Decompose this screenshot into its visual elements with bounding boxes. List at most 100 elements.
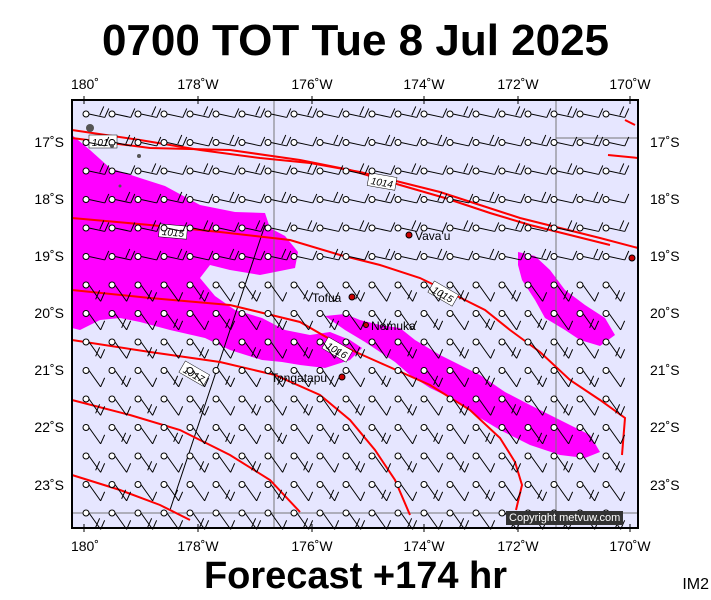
- wind-barb: [316, 134, 344, 147]
- wind-barb: [472, 481, 496, 502]
- wind-barb: [290, 452, 314, 473]
- lat-tick-left-18s: 18˚S: [34, 191, 64, 207]
- wind-barb: [212, 281, 236, 302]
- wind-barb: [82, 106, 110, 118]
- wind-barb: [186, 250, 214, 261]
- wind-barb: [420, 452, 444, 473]
- wind-barb: [238, 395, 262, 416]
- wind-barb: [602, 452, 626, 473]
- wind-barb: [420, 222, 448, 232]
- wind-barb: [342, 424, 366, 445]
- wind-barb: [420, 310, 444, 331]
- wind-barb: [472, 222, 500, 232]
- wind-barb: [212, 367, 236, 388]
- lat-tick-right-22s: 22˚S: [650, 419, 680, 435]
- copyright-notice: Copyright metvuw.com: [506, 511, 624, 525]
- wind-barb: [264, 310, 288, 331]
- wind-barb: [368, 424, 392, 445]
- wind-barb: [238, 250, 266, 261]
- wind-barb: [108, 248, 136, 261]
- wind-barb: [472, 452, 496, 473]
- lat-tick-left-20s: 20˚S: [34, 305, 64, 321]
- wind-barb: [108, 191, 136, 204]
- wind-barb: [108, 310, 132, 331]
- wind-barb: [394, 220, 422, 232]
- wind-barb: [602, 193, 630, 204]
- wind-barb: [160, 248, 188, 261]
- wind-barb: [186, 136, 214, 147]
- wind-barb: [576, 248, 604, 261]
- wind-barb: [368, 481, 392, 502]
- wind-barb: [420, 134, 448, 147]
- map-title: 0700 TOT Tue 8 Jul 2025: [101, 16, 610, 65]
- lon-tick-bottom-172w: 172˚W: [497, 538, 539, 554]
- wind-barb: [368, 509, 392, 530]
- wind-barb: [420, 367, 444, 388]
- wind-barb: [108, 281, 132, 302]
- wind-barb: [368, 452, 392, 473]
- wind-barb: [524, 108, 552, 118]
- wind-barb: [524, 310, 548, 331]
- wind-barb: [238, 163, 266, 175]
- wind-barb: [576, 134, 604, 147]
- wind-barb: [134, 395, 158, 416]
- wind-barb: [134, 250, 162, 261]
- wind-barb: [186, 452, 210, 473]
- wind-barb: [108, 424, 132, 445]
- wind-barb: [160, 481, 184, 502]
- wind-barb: [576, 108, 604, 118]
- fiji-island-4: [118, 184, 122, 188]
- wind-barb: [472, 281, 496, 302]
- wind-barb: [368, 165, 396, 175]
- lat-tick-right-19s: 19˚S: [650, 248, 680, 264]
- wind-barb: [446, 136, 474, 147]
- wind-barb: [368, 367, 392, 388]
- map-frame: [71, 99, 639, 529]
- wind-barb: [212, 165, 240, 175]
- wind-barb: [290, 136, 318, 147]
- wind-barb: [498, 163, 526, 175]
- wind-barb: [368, 248, 396, 261]
- wind-barb: [446, 163, 474, 175]
- lon-tick-bottom-180: 180˚: [70, 538, 100, 554]
- wind-barb: [134, 193, 162, 204]
- wind-barb: [82, 193, 110, 204]
- wind-barb: [576, 165, 604, 175]
- wind-barb: [212, 395, 236, 416]
- wind-barbs: [82, 106, 630, 530]
- wind-barb: [290, 424, 314, 445]
- wind-barb: [446, 395, 470, 416]
- lon-tick-bottom-174w: 174˚W: [403, 538, 445, 554]
- wind-barb: [160, 338, 184, 359]
- wind-barb: [238, 310, 262, 331]
- wind-barb: [160, 281, 184, 302]
- wind-barb: [186, 367, 210, 388]
- wind-barb: [420, 395, 444, 416]
- wind-barb: [446, 220, 474, 232]
- wind-barb: [186, 310, 210, 331]
- wind-barb: [498, 481, 522, 502]
- wind-barb: [160, 367, 184, 388]
- wind-barb: [446, 424, 470, 445]
- lon-tick-top-170w: 170˚W: [609, 76, 651, 92]
- wind-barb: [264, 424, 288, 445]
- wind-barb: [316, 481, 340, 502]
- wind-barb: [472, 108, 500, 118]
- wind-barb: [82, 367, 106, 388]
- wind-barb: [264, 191, 292, 204]
- wind-barb: [82, 250, 110, 261]
- wind-barb: [238, 367, 262, 388]
- wind-barb: [186, 220, 214, 232]
- wind-barb: [186, 281, 210, 302]
- wind-barb: [212, 222, 240, 232]
- wind-barb: [238, 452, 262, 473]
- wind-barb: [108, 481, 132, 502]
- wind-barb: [446, 367, 470, 388]
- wind-barb: [368, 310, 392, 331]
- wind-barb: [550, 481, 574, 502]
- wind-barb: [524, 481, 548, 502]
- wind-barb: [368, 395, 392, 416]
- wind-barb: [524, 281, 548, 302]
- wind-barb: [134, 452, 158, 473]
- wind-barb: [82, 163, 110, 175]
